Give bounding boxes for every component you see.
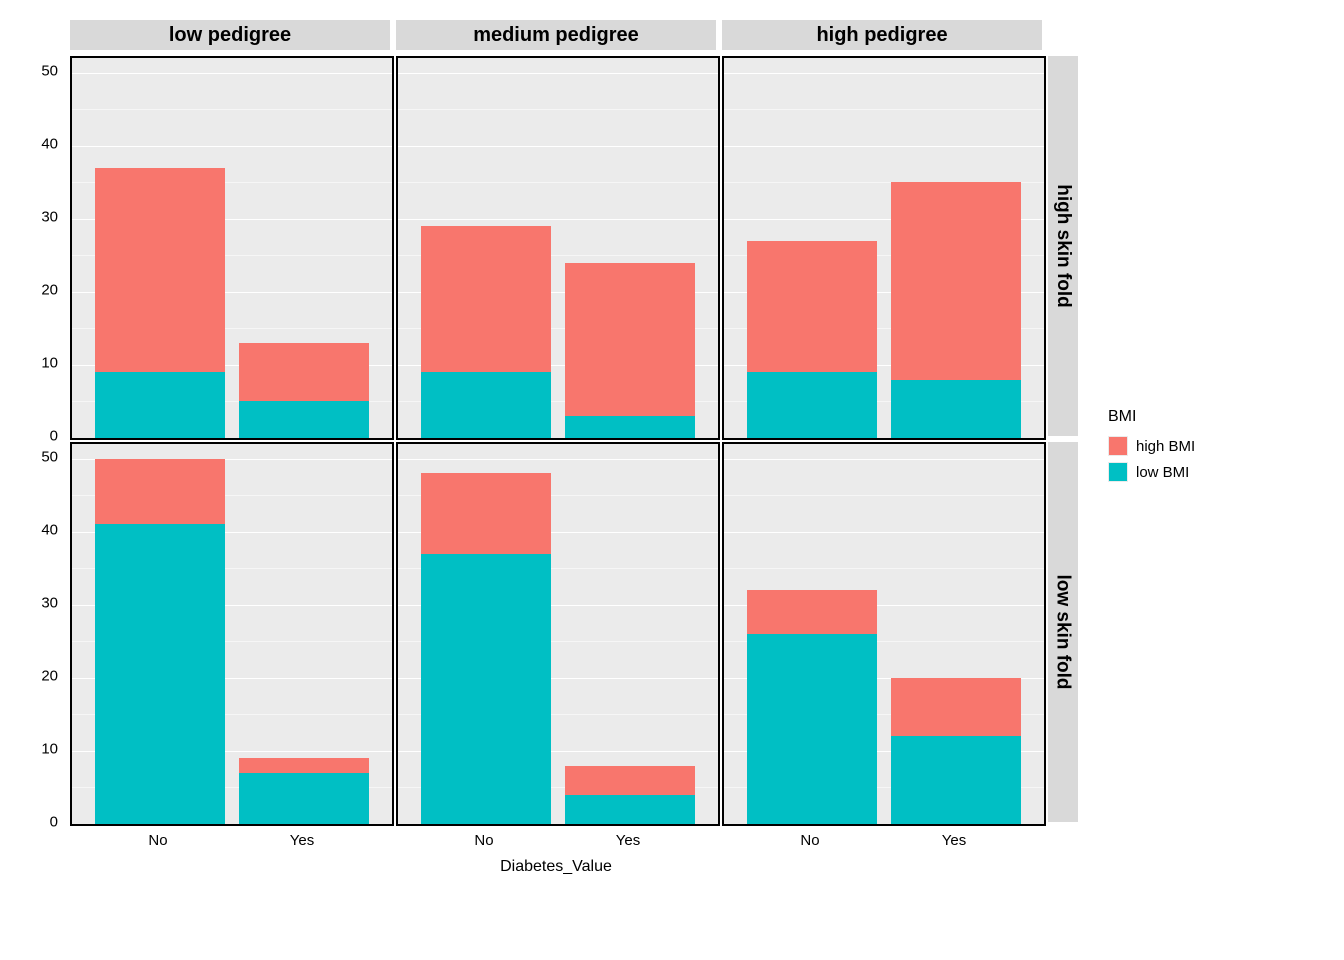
strip-top-0: low pedigree [70, 20, 390, 50]
y-tick: 10 [41, 740, 58, 757]
x-axis-label: Diabetes_Value [70, 858, 1042, 876]
panel-r1-c1 [396, 442, 720, 826]
x-tick: No [800, 832, 819, 849]
bar-low-bmi [565, 795, 695, 824]
strip-top-2: high pedigree [722, 20, 1042, 50]
legend-swatch [1109, 463, 1127, 481]
bar-high-bmi [421, 473, 551, 553]
bar-low-bmi [95, 524, 225, 824]
bar-high-bmi [95, 168, 225, 373]
x-tick: Yes [290, 832, 314, 849]
panel-r1-c2 [722, 442, 1046, 826]
y-tick: 0 [50, 814, 58, 831]
legend: BMI high BMI low BMI [1108, 408, 1195, 488]
legend-item: high BMI [1108, 436, 1195, 456]
y-tick: 30 [41, 208, 58, 225]
x-tick: Yes [942, 832, 966, 849]
y-ticks-row-1: 01020304050 [20, 442, 64, 822]
bar-low-bmi [95, 372, 225, 438]
y-ticks-row-0: 01020304050 [20, 56, 64, 436]
legend-swatch [1109, 437, 1127, 455]
y-tick: 50 [41, 62, 58, 79]
bar-high-bmi [747, 590, 877, 634]
bar-low-bmi [239, 401, 369, 438]
y-tick: 30 [41, 594, 58, 611]
y-tick: 20 [41, 281, 58, 298]
legend-label: low BMI [1136, 464, 1189, 481]
legend-label: high BMI [1136, 438, 1195, 455]
x-ticks-col-0: No Yes [70, 828, 390, 852]
y-tick: 10 [41, 354, 58, 371]
bar-low-bmi [891, 736, 1021, 824]
y-tick: 50 [41, 448, 58, 465]
x-ticks-col-1: No Yes [396, 828, 716, 852]
x-tick: Yes [616, 832, 640, 849]
bar-high-bmi [891, 678, 1021, 736]
x-tick: No [148, 832, 167, 849]
legend-item: low BMI [1108, 462, 1195, 482]
bar-low-bmi [747, 372, 877, 438]
bar-high-bmi [565, 263, 695, 416]
strip-right-0: high skin fold [1048, 56, 1078, 436]
bar-high-bmi [239, 758, 369, 773]
chart-container: count low pedigreemedium pedigreehigh pe… [20, 20, 1324, 876]
bar-high-bmi [95, 459, 225, 525]
facet-grid: low pedigreemedium pedigreehigh pedigree… [20, 20, 1078, 852]
panel-r1-c0 [70, 442, 394, 826]
panel-r0-c2 [722, 56, 1046, 440]
bar-high-bmi [891, 182, 1021, 379]
strip-top-1: medium pedigree [396, 20, 716, 50]
y-tick: 20 [41, 667, 58, 684]
bar-low-bmi [421, 372, 551, 438]
faceted-chart: count low pedigreemedium pedigreehigh pe… [20, 20, 1078, 876]
bar-low-bmi [239, 773, 369, 824]
bar-high-bmi [747, 241, 877, 373]
bar-low-bmi [565, 416, 695, 438]
x-tick: No [474, 832, 493, 849]
bar-high-bmi [421, 226, 551, 372]
y-tick: 40 [41, 135, 58, 152]
bar-low-bmi [891, 380, 1021, 438]
y-tick: 40 [41, 521, 58, 538]
bar-low-bmi [747, 634, 877, 824]
panel-r0-c0 [70, 56, 394, 440]
strip-right-1: low skin fold [1048, 442, 1078, 822]
bar-high-bmi [565, 766, 695, 795]
legend-title: BMI [1108, 408, 1195, 426]
panel-r0-c1 [396, 56, 720, 440]
bar-high-bmi [239, 343, 369, 401]
x-ticks-col-2: No Yes [722, 828, 1042, 852]
bar-low-bmi [421, 554, 551, 824]
